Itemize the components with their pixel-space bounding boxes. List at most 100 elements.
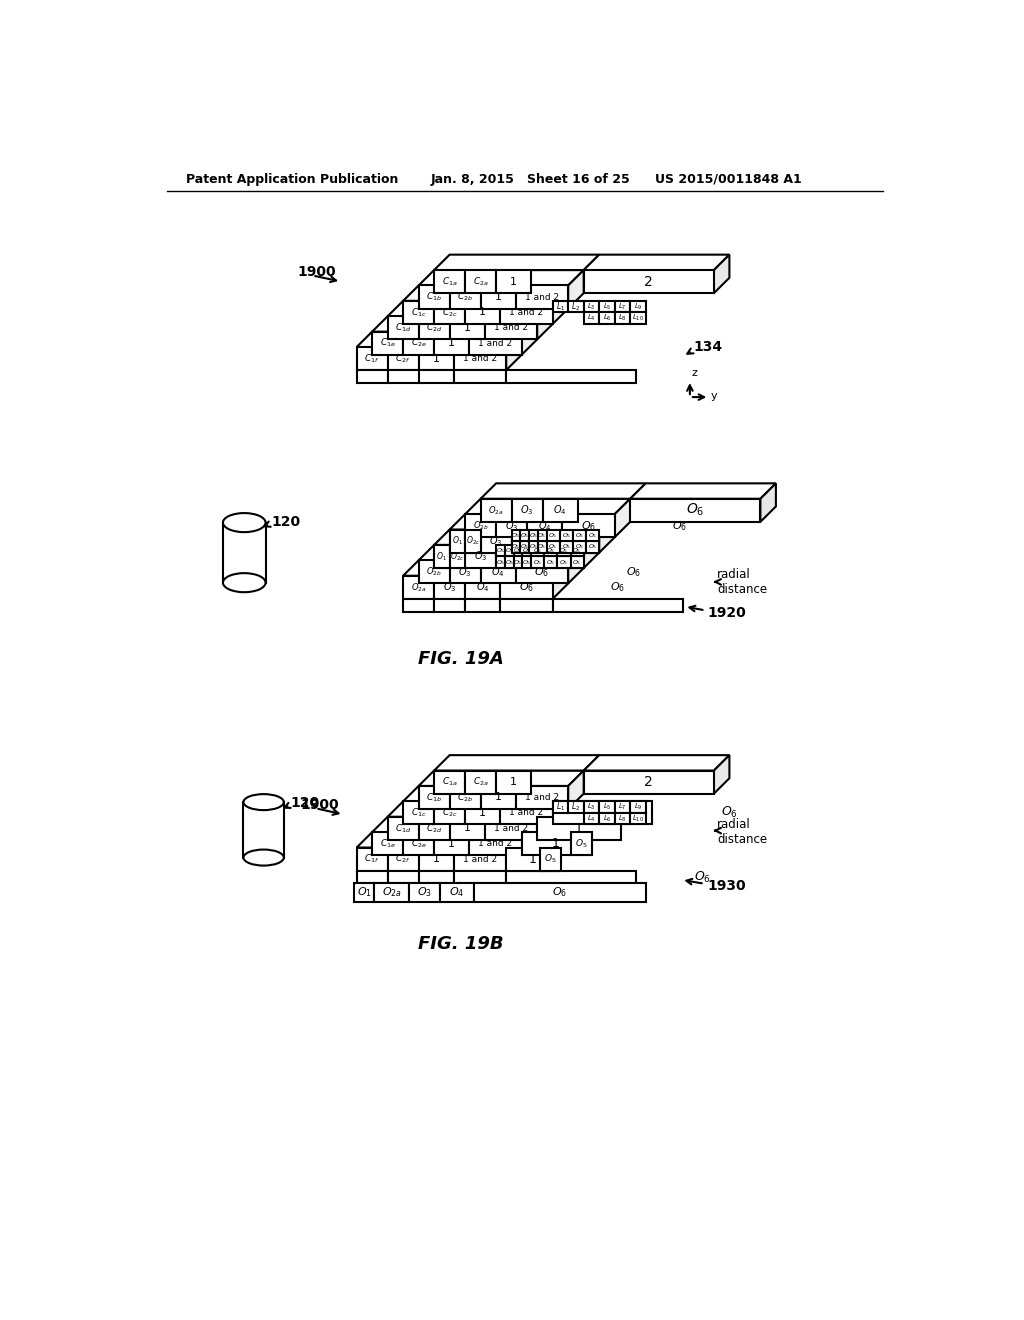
Ellipse shape: [244, 850, 284, 866]
Text: $O_6$: $O_6$: [694, 870, 711, 886]
Bar: [572, 529, 586, 541]
Bar: [529, 529, 538, 541]
Bar: [419, 317, 450, 339]
Bar: [512, 529, 520, 541]
Text: $O_{2a}$: $O_{2a}$: [382, 886, 401, 899]
Bar: [388, 817, 419, 840]
Bar: [506, 370, 636, 383]
Text: $C_{2b}$: $C_{2b}$: [457, 791, 473, 804]
Text: $O_5$: $O_5$: [588, 543, 597, 552]
Text: $O_6$: $O_6$: [553, 886, 567, 899]
Polygon shape: [388, 801, 553, 817]
Text: $O_6$: $O_6$: [686, 502, 705, 519]
Polygon shape: [584, 755, 729, 771]
Bar: [388, 370, 419, 383]
Bar: [560, 541, 572, 553]
Bar: [465, 301, 500, 323]
Text: $O_5$: $O_5$: [496, 546, 505, 556]
Bar: [500, 801, 553, 825]
Text: $O_5$: $O_5$: [561, 531, 571, 540]
Bar: [540, 847, 561, 871]
Polygon shape: [403, 785, 568, 801]
Bar: [403, 331, 434, 355]
Text: $O_5$: $O_5$: [574, 543, 584, 552]
Polygon shape: [372, 817, 538, 832]
Bar: [434, 545, 465, 568]
Bar: [521, 832, 590, 855]
Bar: [515, 285, 568, 309]
Text: $O_5$: $O_5$: [559, 546, 568, 556]
Bar: [450, 785, 480, 809]
Polygon shape: [538, 301, 553, 339]
Bar: [500, 599, 553, 611]
Bar: [557, 545, 570, 557]
Bar: [450, 529, 465, 553]
Text: $O_3$: $O_3$: [459, 565, 472, 578]
Bar: [496, 271, 531, 293]
Text: 1: 1: [552, 837, 560, 850]
Bar: [469, 832, 521, 855]
Text: $L_5$: $L_5$: [603, 301, 611, 312]
Bar: [409, 883, 439, 902]
Text: $O_4$: $O_4$: [476, 581, 489, 594]
Text: $O_{2a}$: $O_{2a}$: [411, 581, 426, 594]
Text: $L_4$: $L_4$: [587, 813, 596, 824]
Bar: [450, 317, 484, 339]
Polygon shape: [521, 317, 538, 355]
Bar: [388, 847, 419, 871]
Text: $C_{1b}$: $C_{1b}$: [426, 290, 442, 304]
Bar: [553, 801, 652, 825]
Bar: [538, 817, 621, 840]
Polygon shape: [614, 499, 630, 537]
Text: 1: 1: [479, 308, 486, 317]
Text: $C_{2d}$: $C_{2d}$: [426, 822, 442, 834]
Text: $O_5$: $O_5$: [538, 531, 547, 540]
Text: $C_{1a}$: $C_{1a}$: [441, 776, 458, 788]
Bar: [434, 771, 465, 793]
Polygon shape: [450, 515, 614, 529]
Bar: [403, 599, 434, 611]
Bar: [465, 801, 500, 825]
Bar: [480, 785, 515, 809]
Text: $O_6$: $O_6$: [721, 805, 738, 821]
Text: $L_9$: $L_9$: [634, 301, 642, 312]
Text: 134: 134: [693, 341, 723, 354]
Bar: [223, 523, 265, 582]
Text: 1 and 2: 1 and 2: [463, 354, 497, 363]
Text: 1 and 2: 1 and 2: [494, 824, 528, 833]
Polygon shape: [553, 561, 568, 599]
Bar: [403, 832, 434, 855]
Bar: [450, 560, 480, 583]
Text: $O_6$: $O_6$: [626, 565, 641, 578]
Text: $O_5$: $O_5$: [572, 558, 582, 566]
Bar: [356, 847, 388, 871]
Text: $L_8$: $L_8$: [618, 813, 627, 824]
Text: $O_3$: $O_3$: [520, 503, 534, 517]
Bar: [500, 576, 553, 599]
Text: $O_5$: $O_5$: [528, 543, 538, 552]
Text: $O_5$: $O_5$: [546, 558, 555, 566]
Text: $O_4$: $O_4$: [450, 886, 465, 899]
Bar: [531, 557, 544, 568]
Text: $O_{2b}$: $O_{2b}$: [473, 520, 488, 532]
Ellipse shape: [223, 513, 265, 532]
Polygon shape: [419, 545, 584, 561]
Bar: [496, 557, 505, 568]
Bar: [403, 801, 434, 825]
Text: 1: 1: [495, 292, 502, 302]
Bar: [529, 541, 538, 553]
Bar: [403, 301, 434, 323]
Text: 1 and 2: 1 and 2: [509, 808, 544, 817]
Text: 1: 1: [479, 808, 486, 818]
Text: $C_{2d}$: $C_{2d}$: [426, 322, 442, 334]
Text: $O_1$: $O_1$: [452, 535, 463, 548]
Text: $O_5$: $O_5$: [572, 546, 582, 556]
Bar: [514, 557, 522, 568]
Text: 2: 2: [644, 275, 653, 289]
Text: $O_5$: $O_5$: [574, 531, 584, 540]
Bar: [434, 331, 469, 355]
Bar: [614, 801, 630, 813]
Text: $O_5$: $O_5$: [496, 558, 505, 566]
Text: $L_3$: $L_3$: [587, 301, 596, 312]
Bar: [630, 801, 646, 813]
